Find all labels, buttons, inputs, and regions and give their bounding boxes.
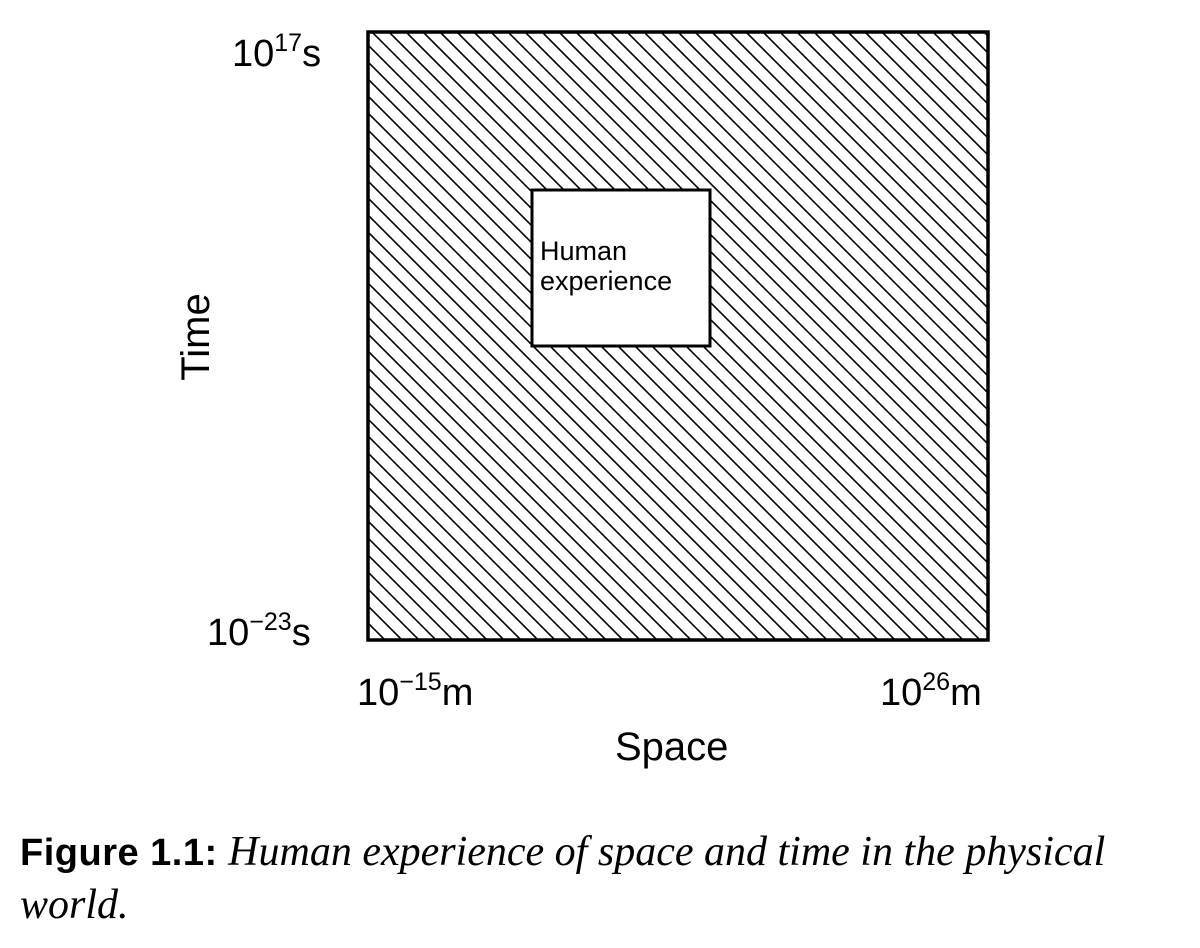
hatch-line bbox=[490, 32, 988, 531]
hatch-line bbox=[643, 32, 988, 378]
hatch-line bbox=[368, 417, 590, 640]
caption-label: Figure 1.1: bbox=[20, 832, 218, 874]
y-axis-min-label: 10−23s bbox=[207, 608, 311, 654]
hatch-line bbox=[592, 32, 988, 429]
hatch-line bbox=[368, 383, 624, 640]
physical-world-region bbox=[366, 30, 990, 642]
hatch-line bbox=[711, 32, 988, 310]
hatch-line bbox=[368, 502, 505, 640]
hatch-line bbox=[626, 32, 988, 395]
hatch-line bbox=[368, 264, 743, 640]
x-axis-min-label: 10−15m bbox=[357, 668, 474, 714]
hatch-line bbox=[368, 536, 471, 640]
hatch-line bbox=[609, 32, 988, 412]
hatch-line bbox=[575, 32, 988, 446]
hatch-line bbox=[422, 32, 988, 599]
hatch-line bbox=[368, 281, 726, 640]
x-axis-title: Space bbox=[615, 725, 729, 769]
hatch-line bbox=[368, 434, 573, 640]
hatch-line bbox=[439, 32, 988, 582]
y-axis-max-label: 1017s bbox=[232, 29, 322, 75]
y-axis-title: Time bbox=[174, 293, 218, 381]
hatch-line bbox=[847, 32, 988, 174]
hatch-line bbox=[368, 179, 828, 640]
human-experience-label-line2: experience bbox=[540, 266, 673, 296]
hatch-line bbox=[677, 32, 988, 344]
hatch-line bbox=[983, 32, 988, 38]
hatch-line bbox=[728, 32, 988, 293]
space-time-diagram bbox=[366, 30, 990, 642]
human-experience-label-line1: Human bbox=[540, 236, 628, 266]
hatch-line bbox=[368, 332, 675, 640]
hatch-line bbox=[473, 32, 988, 548]
hatch-line bbox=[779, 32, 988, 242]
hatch-line bbox=[368, 468, 539, 640]
hatch-line bbox=[524, 32, 988, 497]
hatch-line bbox=[694, 32, 988, 327]
hatch-line bbox=[830, 32, 988, 191]
hatch-line bbox=[368, 519, 488, 640]
hatch-line bbox=[796, 32, 988, 225]
hatch-line bbox=[368, 553, 454, 640]
hatch-line bbox=[368, 485, 522, 640]
human-experience-region bbox=[530, 188, 712, 348]
hatch-line bbox=[864, 32, 988, 157]
hatch-line bbox=[966, 32, 988, 55]
hatch-line bbox=[368, 349, 658, 640]
hatch-line bbox=[507, 32, 988, 514]
hatch-line bbox=[813, 32, 988, 208]
hatch-line bbox=[915, 32, 988, 106]
hatch-line bbox=[558, 32, 988, 463]
hatch-line bbox=[368, 213, 794, 640]
hatch-line bbox=[456, 32, 988, 565]
hatch-line bbox=[368, 366, 641, 640]
figure-caption: Figure 1.1: Human experience of space an… bbox=[20, 826, 1195, 931]
hatch-line bbox=[898, 32, 988, 123]
hatch-line bbox=[745, 32, 988, 276]
hatch-line bbox=[368, 247, 760, 640]
x-axis-max-label: 1026m bbox=[880, 668, 982, 714]
hatch-line bbox=[368, 315, 692, 640]
hatch-line bbox=[762, 32, 988, 259]
hatch-line bbox=[368, 196, 811, 640]
hatch-line bbox=[541, 32, 988, 480]
hatch-line bbox=[368, 400, 607, 640]
human-experience-label: Human experience bbox=[540, 236, 672, 296]
caption-text: Human experience of space and time in th… bbox=[20, 829, 1106, 928]
hatch-line bbox=[660, 32, 988, 361]
hatch-line bbox=[368, 451, 556, 640]
hatch-line bbox=[368, 298, 709, 640]
hatch-line bbox=[368, 230, 777, 640]
hatch-line bbox=[881, 32, 988, 140]
